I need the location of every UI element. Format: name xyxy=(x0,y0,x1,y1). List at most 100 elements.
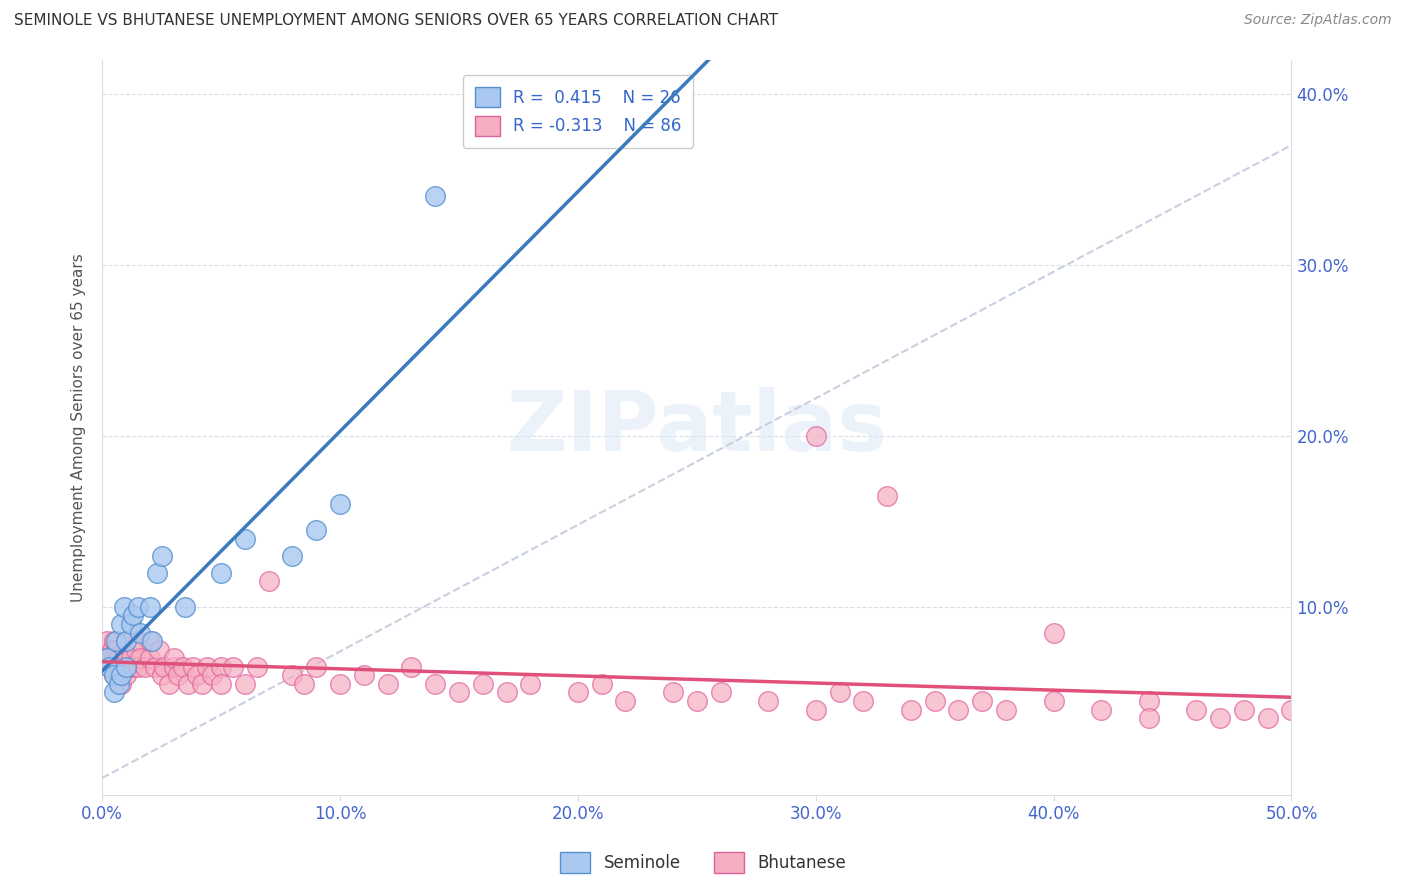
Point xyxy=(110,668,132,682)
Point xyxy=(139,651,162,665)
Point xyxy=(122,660,145,674)
Text: ZIPatlas: ZIPatlas xyxy=(506,387,887,467)
Point xyxy=(972,694,994,708)
Point xyxy=(105,642,128,657)
Point xyxy=(329,497,352,511)
Point xyxy=(150,668,173,682)
Point xyxy=(222,660,245,674)
Point xyxy=(150,549,173,563)
Point xyxy=(103,685,125,699)
Point xyxy=(103,668,125,682)
Point xyxy=(117,660,139,674)
Point xyxy=(112,651,135,665)
Point xyxy=(108,677,131,691)
Legend: R =  0.415    N = 26, R = -0.313    N = 86: R = 0.415 N = 26, R = -0.313 N = 86 xyxy=(463,75,693,147)
Point xyxy=(148,642,170,657)
Point xyxy=(110,617,132,632)
Point xyxy=(828,685,851,699)
Point xyxy=(292,677,315,691)
Point xyxy=(112,599,135,614)
Point xyxy=(108,651,131,665)
Point xyxy=(103,634,125,648)
Point xyxy=(1257,711,1279,725)
Point xyxy=(900,702,922,716)
Point xyxy=(995,702,1018,716)
Point xyxy=(305,523,328,537)
Point xyxy=(115,634,138,648)
Point xyxy=(209,566,232,580)
Point xyxy=(686,694,709,708)
Point xyxy=(519,677,541,691)
Point xyxy=(1042,694,1064,708)
Point xyxy=(195,660,218,674)
Point xyxy=(246,660,269,674)
Point xyxy=(162,660,184,674)
Point xyxy=(115,668,138,682)
Point xyxy=(281,668,304,682)
Point xyxy=(710,685,733,699)
Point xyxy=(186,668,208,682)
Text: Source: ZipAtlas.com: Source: ZipAtlas.com xyxy=(1244,13,1392,28)
Point xyxy=(127,660,149,674)
Point xyxy=(567,685,589,699)
Point xyxy=(377,677,399,691)
Point xyxy=(120,651,142,665)
Point xyxy=(127,634,149,648)
Point xyxy=(129,625,152,640)
Point xyxy=(93,651,115,665)
Point xyxy=(162,651,184,665)
Point xyxy=(209,677,232,691)
Y-axis label: Unemployment Among Seniors over 65 years: Unemployment Among Seniors over 65 years xyxy=(72,253,86,602)
Point xyxy=(153,660,176,674)
Point xyxy=(447,685,470,699)
Point xyxy=(115,660,138,674)
Point xyxy=(401,660,423,674)
Point xyxy=(120,617,142,632)
Point xyxy=(1233,702,1256,716)
Point xyxy=(233,532,256,546)
Point xyxy=(329,677,352,691)
Point xyxy=(1090,702,1112,716)
Point xyxy=(495,685,517,699)
Point xyxy=(924,694,946,708)
Point xyxy=(1209,711,1232,725)
Point xyxy=(425,189,447,203)
Point xyxy=(139,599,162,614)
Legend: Seminole, Bhutanese: Seminole, Bhutanese xyxy=(554,846,852,880)
Point xyxy=(1281,702,1303,716)
Point xyxy=(804,702,827,716)
Point xyxy=(157,677,180,691)
Point xyxy=(876,489,898,503)
Point xyxy=(100,642,122,657)
Point xyxy=(115,634,138,648)
Point xyxy=(181,660,204,674)
Point xyxy=(134,660,156,674)
Point xyxy=(281,549,304,563)
Point xyxy=(124,642,146,657)
Point xyxy=(209,660,232,674)
Point xyxy=(141,634,163,648)
Point xyxy=(201,668,224,682)
Point xyxy=(191,677,214,691)
Point xyxy=(174,599,197,614)
Text: SEMINOLE VS BHUTANESE UNEMPLOYMENT AMONG SENIORS OVER 65 YEARS CORRELATION CHART: SEMINOLE VS BHUTANESE UNEMPLOYMENT AMONG… xyxy=(14,13,778,29)
Point xyxy=(103,668,125,682)
Point xyxy=(108,668,131,682)
Point xyxy=(425,677,447,691)
Point xyxy=(146,566,169,580)
Point xyxy=(1137,694,1160,708)
Point xyxy=(172,660,194,674)
Point xyxy=(614,694,637,708)
Point xyxy=(167,668,190,682)
Point xyxy=(110,660,132,674)
Point xyxy=(98,660,121,674)
Point xyxy=(1185,702,1208,716)
Point xyxy=(591,677,613,691)
Point xyxy=(804,429,827,443)
Point xyxy=(1042,625,1064,640)
Point xyxy=(353,668,375,682)
Point xyxy=(756,694,779,708)
Point xyxy=(852,694,875,708)
Point xyxy=(948,702,970,716)
Point xyxy=(96,651,118,665)
